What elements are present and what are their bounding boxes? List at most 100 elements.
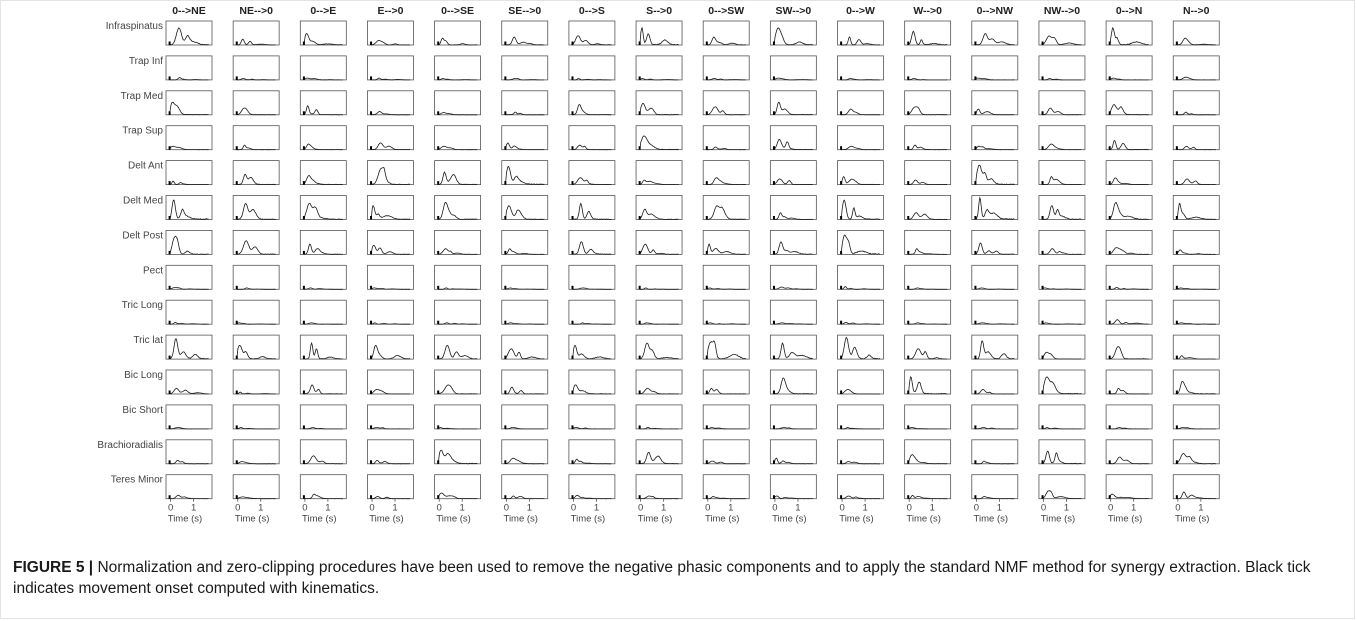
panel-frame xyxy=(434,125,482,151)
panel-frame xyxy=(904,369,952,395)
x-tick-label: 0 xyxy=(974,503,979,514)
x-tick-label: 1 xyxy=(392,503,397,514)
panel-frame xyxy=(1172,160,1220,186)
emg-trace xyxy=(169,145,209,151)
x-tick-label: 0 xyxy=(705,503,710,514)
emg-trace xyxy=(1042,107,1082,116)
panel-frame xyxy=(1172,369,1220,395)
row-label: Bic Long xyxy=(124,370,163,381)
panel-frame xyxy=(904,404,952,430)
emg-trace xyxy=(1109,26,1149,46)
emg-trace xyxy=(572,35,612,46)
panel-frame xyxy=(232,299,280,325)
emg-trace xyxy=(505,495,545,500)
x-tick-label: 1 xyxy=(997,503,1002,514)
x-axis-label: Time (s) xyxy=(369,514,403,525)
emg-trace xyxy=(236,173,276,186)
panel-frame xyxy=(165,264,213,290)
emg-trace xyxy=(773,178,813,186)
panel-frame xyxy=(568,369,616,395)
figure-caption-text: Normalization and zero-clipping procedur… xyxy=(13,559,1311,597)
emg-trace xyxy=(1109,177,1149,186)
emg-trace xyxy=(169,460,209,465)
emg-trace xyxy=(1042,450,1082,465)
panel-frame xyxy=(769,369,817,395)
emg-trace xyxy=(370,460,411,465)
column-header: 0-->W xyxy=(846,5,875,17)
emg-trace xyxy=(975,340,1015,360)
emg-trace xyxy=(907,30,948,46)
panel-frame xyxy=(501,299,549,325)
emg-trace xyxy=(572,241,612,255)
emg-trace xyxy=(303,104,343,116)
emg-trace xyxy=(303,384,343,395)
emg-trace xyxy=(572,384,612,395)
panel-frame xyxy=(568,404,616,430)
emg-trace xyxy=(1109,77,1149,81)
panel-frame xyxy=(702,334,750,360)
panel-frame xyxy=(299,299,347,325)
emg-trace xyxy=(169,287,209,290)
panel-frame xyxy=(635,160,683,186)
panel-frame xyxy=(434,55,482,81)
emg-trace xyxy=(706,243,746,255)
emg-trace xyxy=(908,78,948,81)
panel-frame xyxy=(971,334,1019,360)
emg-trace xyxy=(975,196,1015,220)
figure-label: FIGURE 5 | xyxy=(13,559,94,576)
row-label: Delt Post xyxy=(122,230,163,241)
emg-trace xyxy=(706,427,746,430)
emg-trace xyxy=(370,244,411,255)
panel-frame xyxy=(702,299,750,325)
panel-frame xyxy=(568,90,616,116)
panel-frame xyxy=(299,264,347,290)
x-tick-label: 0 xyxy=(168,503,173,514)
column-header: NE-->0 xyxy=(239,5,273,17)
panel-frame xyxy=(904,125,952,151)
emg-trace xyxy=(236,391,276,395)
panel-frame xyxy=(367,439,414,465)
panel-frame xyxy=(1172,20,1220,46)
panel-frame xyxy=(434,404,482,430)
panel-frame xyxy=(232,264,280,290)
small-multiples-chart: 0-->NE NE-->0 0-->E E-->0 0-->SE SE-->0 0-->S S… xyxy=(97,5,1220,525)
panel-frame xyxy=(501,125,549,151)
panel-frame xyxy=(971,369,1019,395)
x-tick-label: 0 xyxy=(839,503,844,514)
panel-frame xyxy=(299,20,347,46)
panel-frame xyxy=(367,125,414,151)
emg-trace xyxy=(505,78,545,81)
emg-trace xyxy=(639,78,679,81)
emg-trace xyxy=(773,286,813,290)
panel-frame xyxy=(165,404,213,430)
x-tick-label: 1 xyxy=(1131,503,1136,514)
emg-trace xyxy=(706,495,746,500)
emg-trace xyxy=(639,26,679,46)
panel-frame xyxy=(501,369,549,395)
emg-trace xyxy=(840,322,881,325)
panel-frame xyxy=(1105,20,1153,46)
emg-trace xyxy=(236,461,276,465)
row-label: Brachioradialis xyxy=(97,440,163,451)
emg-trace xyxy=(303,77,343,81)
emg-trace xyxy=(1109,201,1149,220)
row-label: Delt Med xyxy=(123,196,163,207)
emg-trace xyxy=(773,342,813,360)
emg-trace xyxy=(639,103,679,116)
x-tick-label: 0 xyxy=(772,503,777,514)
x-axis-label: Time (s) xyxy=(638,514,672,525)
emg-trace xyxy=(572,144,612,151)
panel-frame xyxy=(971,55,1019,81)
panel-frame xyxy=(299,160,347,186)
panel-frame xyxy=(769,20,817,46)
x-axis-label: Time (s) xyxy=(436,514,470,525)
emg-trace xyxy=(438,322,478,325)
emg-trace xyxy=(505,427,545,430)
panel-frame xyxy=(904,334,952,360)
x-tick-label: 1 xyxy=(594,503,599,514)
panel-frame xyxy=(1172,229,1220,255)
emg-trace xyxy=(1109,427,1149,430)
emg-trace xyxy=(639,451,679,465)
emg-trace xyxy=(370,39,411,46)
